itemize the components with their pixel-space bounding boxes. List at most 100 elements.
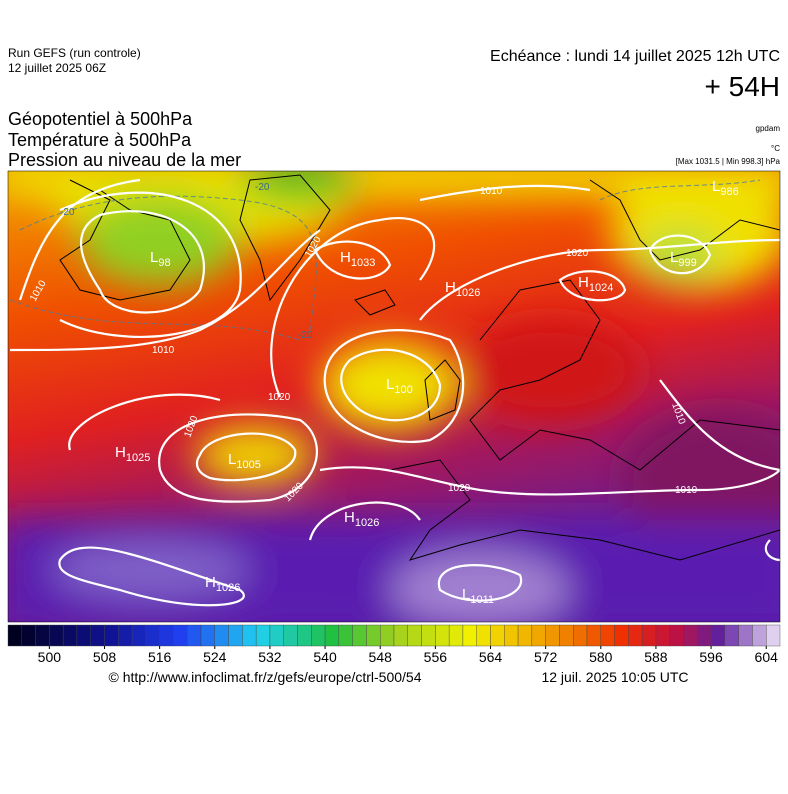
unit: °C [771,144,780,153]
colorbar-swatch [697,624,712,647]
colorbar-tick-label: 556 [424,649,448,665]
pressure-center-type: H [115,444,126,461]
colorbar-tick-label: 564 [479,649,503,665]
colorbar-swatch [407,624,422,647]
colorbar-swatch [228,624,243,647]
isobar-label: 1020 [448,483,471,494]
colorbar-swatch [600,624,615,647]
colorbar-swatch [586,624,601,647]
colorbar-swatch [531,624,546,647]
temperature-label: -20 [60,207,75,218]
pressure-center-value: 1011 [470,594,494,606]
colorbar-swatch [311,624,326,647]
pressure-center: H1025 [115,444,150,464]
colorbar-swatch [683,624,698,647]
run-label: Run GEFS (run controle) [8,46,141,60]
pressure-center-type: L [712,178,720,195]
pressure-center-type: L [462,586,470,603]
pressure-center: L1005 [228,451,261,471]
pressure-center: L1011 [462,586,494,606]
colorbar-tick-label: 580 [589,649,613,665]
temperature-isolines [9,179,761,341]
colorbar-swatch [462,624,477,647]
colorbar-swatch [7,624,22,647]
colorbar-swatch [752,624,767,647]
colorbar-swatch [738,624,753,647]
pressure-center-type: L [228,451,236,468]
pressure-center-value: 1026 [216,582,240,594]
colorbar-swatch [352,624,367,647]
colorbar-swatch [324,624,340,647]
isobar-label: 1010 [675,485,698,496]
colorbar-swatch [366,624,381,647]
pressure-center: H1026 [344,509,379,529]
colorbar-swatch [49,624,64,647]
colorbar-swatch [173,624,188,647]
pressure-center: H1024 [578,274,613,294]
pressure-center-value: 1005 [236,459,260,471]
colorbar-swatch [655,624,670,647]
colorbar-swatch [104,624,119,647]
title: Géopotentiel à 500hPa [8,109,193,129]
source: © http://www.infoclimat.fr/z/gefs/europe… [108,669,421,685]
colorbar-swatch [448,624,464,647]
temperature-label: -20 [298,330,313,341]
pressure-center-type: L [670,249,678,266]
generated-time: 12 juil. 2025 10:05 UTC [541,669,688,685]
isobar-label: 1010 [152,345,175,356]
pressure-center-type: H [205,574,216,591]
temperature-label: -20 [255,182,270,193]
colorbar-swatch [628,624,643,647]
colorbar-swatch [214,624,229,647]
colorbar-swatch [338,624,353,647]
pressure-center-type: H [445,279,456,296]
colorbar-tick-label: 500 [38,649,62,665]
title: Pression au niveau de la mer [8,150,241,170]
colorbar-swatch [545,624,560,647]
colorbar-swatch [710,624,726,647]
pressure-center: L100 [386,376,413,396]
pressure-center-type: L [386,376,394,393]
colorbar-swatch [559,624,574,647]
colorbar-swatch [517,624,533,647]
colorbar-tick-label: 508 [93,649,117,665]
colorbar-swatch [724,624,739,647]
colorbar-swatch [200,624,215,647]
colorbar-swatch [573,624,588,647]
pressure-center-value: 1024 [589,282,613,294]
unit: [Max 1031.5 | Min 998.3] hPa [676,157,781,166]
pressure-center: L986 [712,178,739,198]
colorbar-swatch [159,624,174,647]
valid-time: Echéance : lundi 14 juillet 2025 12h UTC [490,48,780,65]
pressure-center-value: 100 [394,384,412,396]
colorbar-swatch [614,624,629,647]
colorbar-swatch [62,624,78,647]
pressure-center-value: 1026 [355,517,379,529]
temperature-field [8,171,780,622]
pressure-center-value: 986 [720,186,738,198]
colorbar-swatch [490,624,505,647]
unit: gpdam [756,124,781,133]
pressure-center-type: H [578,274,589,291]
colorbar-tick-label: 540 [313,649,337,665]
pressure-center: L98 [150,249,171,269]
pressure-center: H1026 [205,574,240,594]
isobar-label: 1020 [566,248,589,259]
pressure-center-value: 1026 [456,287,480,299]
colorbar-swatch [283,624,298,647]
colorbar-swatch [76,624,91,647]
colorbar-swatch [421,624,436,647]
isobars [9,178,780,607]
colorbar-swatch [476,624,491,647]
colorbar-swatch [242,624,257,647]
colorbar-swatch [393,624,408,647]
title: Température à 500hPa [8,130,192,150]
pressure-center-value: 98 [158,257,170,269]
pressure-center: H1033 [340,249,375,269]
pressure-center-value: 999 [678,257,696,269]
coastlines [59,174,780,561]
colorbar-tick-label: 572 [534,649,558,665]
colorbar-swatch [145,624,160,647]
pressure-center-value: 1033 [351,257,375,269]
